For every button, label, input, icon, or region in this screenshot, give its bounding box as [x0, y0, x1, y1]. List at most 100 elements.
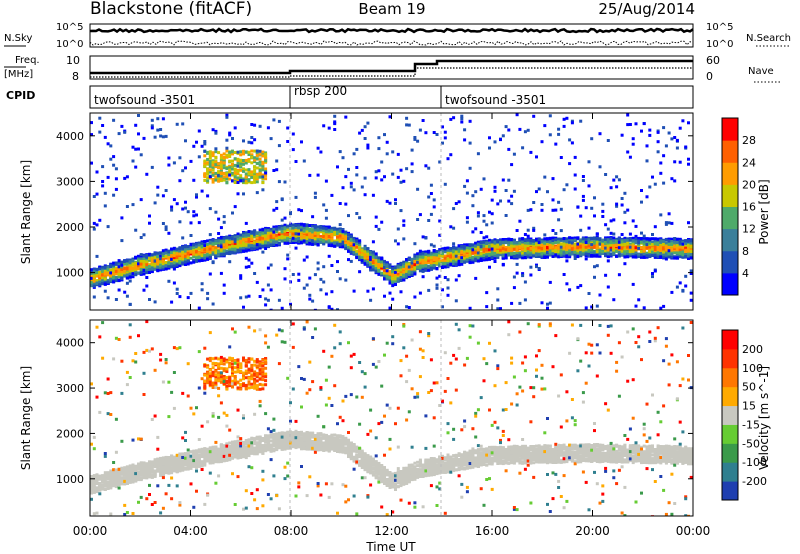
- power-cell-440: [131, 259, 135, 263]
- power-cell-1078: [195, 250, 198, 253]
- power-cell-3811: [432, 253, 436, 257]
- power-cell-69: [95, 274, 99, 278]
- power-cell-502: [137, 132, 140, 136]
- power-cell-3118: [363, 137, 367, 140]
- power-cell-2551: [308, 229, 312, 233]
- power-cell-2225: [275, 200, 279, 204]
- power-cell-3322: [385, 277, 389, 281]
- power-cell-3120: [363, 176, 367, 180]
- power-cell-1434: [219, 156, 223, 160]
- power-cell-3728: [424, 264, 428, 267]
- power-cell-1473: [222, 155, 226, 159]
- power-cell-4154: [465, 220, 469, 224]
- power-cell-3136: [366, 250, 370, 253]
- power-cell-753: [161, 194, 165, 198]
- power-cell-886: [175, 252, 179, 256]
- power-cell-125: [101, 276, 105, 280]
- power-cell-1337: [214, 242, 218, 246]
- power-cell-2837: [336, 232, 339, 235]
- power-cell-4069: [457, 249, 461, 253]
- power-cell-1478: [222, 171, 226, 175]
- power-cell-3228: [374, 261, 378, 265]
- power-cell-528: [139, 198, 143, 202]
- power-cell-2849: [338, 227, 342, 231]
- power-cell-3252: [377, 256, 381, 260]
- power-cell-2813: [333, 122, 337, 126]
- power-cell-2546: [308, 224, 312, 227]
- power-cell-551: [142, 254, 146, 258]
- power-cell-438: [131, 263, 135, 267]
- power-cell-3821: [432, 198, 436, 202]
- power-cell-2330: [286, 228, 290, 232]
- power-cell-2869: [338, 150, 342, 154]
- power-cell-41: [92, 268, 96, 271]
- power-cell-3008: [352, 243, 356, 247]
- power-cell-1470: [222, 157, 226, 161]
- power-cell-1668: [236, 232, 240, 236]
- power-cell-2989: [352, 241, 356, 245]
- power-cell-3590: [410, 258, 414, 261]
- power-cell-4519: [501, 134, 505, 138]
- power-cell-2166: [269, 288, 273, 292]
- power-cell-2867: [338, 223, 342, 227]
- power-cell-296: [117, 275, 121, 279]
- power-cell-4072: [457, 260, 461, 264]
- power-cell-4207: [471, 257, 475, 261]
- power-cell-689: [156, 269, 160, 272]
- power-cell-3707: [421, 269, 425, 273]
- power-cell-4547: [504, 214, 508, 217]
- power-cell-1690: [236, 181, 240, 184]
- power-cell-1430: [219, 158, 223, 162]
- power-cell-4068: [457, 252, 461, 256]
- power-cell-4325: [482, 219, 486, 223]
- power-cell-2416: [294, 230, 298, 234]
- power-cell-1291: [211, 238, 215, 242]
- power-cell-3816: [432, 256, 436, 260]
- power-cell-2138: [266, 266, 270, 270]
- power-cell-2325: [286, 239, 290, 243]
- power-cell-3050: [358, 244, 362, 248]
- power-cell-3030: [355, 256, 359, 259]
- power-cell-4879: [537, 243, 541, 247]
- power-cell-109: [98, 218, 102, 222]
- power-cell-83: [95, 223, 99, 227]
- beam-title: Beam 19: [358, 0, 425, 18]
- power-cell-1143: [200, 258, 204, 262]
- power-cell-4317: [482, 247, 486, 251]
- power-cell-2945: [347, 239, 350, 243]
- power-cell-3870: [438, 249, 442, 253]
- power-cell-921: [178, 295, 182, 299]
- power-cell-3957: [446, 259, 450, 263]
- power-cell-2588: [311, 239, 315, 243]
- power-cell-4588: [510, 238, 514, 241]
- power-cell-2785: [330, 264, 334, 267]
- power-cell-1551: [228, 159, 232, 163]
- power-cell-138: [101, 124, 105, 127]
- power-cell-1015: [189, 256, 193, 260]
- power-cell-4480: [499, 253, 502, 257]
- power-cell-3121: [363, 193, 367, 197]
- power-cell-2019: [258, 163, 262, 167]
- power-cell-1566: [228, 131, 232, 135]
- power-cell-3426: [394, 202, 397, 205]
- power-cell-513: [139, 268, 143, 272]
- power-cell-165: [103, 191, 107, 195]
- power-cell-3534: [405, 263, 409, 267]
- power-cell-3394: [391, 266, 395, 270]
- freq-left-tick-top: 10: [66, 54, 80, 67]
- power-cell-557: [142, 268, 146, 272]
- power-cell-2475: [300, 228, 303, 232]
- power-cell-3713: [424, 250, 428, 254]
- power-cell-1600: [231, 152, 234, 156]
- power-cell-1650: [233, 240, 237, 244]
- power-cell-2050: [261, 245, 265, 249]
- power-cell-2387: [291, 238, 295, 242]
- power-cell-331: [120, 265, 124, 269]
- power-cell-3133: [366, 260, 370, 264]
- power-cell-3649: [416, 265, 420, 269]
- power-cell-1788: [244, 247, 248, 251]
- power-cell-3678: [418, 128, 422, 132]
- power-cell-3928: [443, 247, 447, 251]
- power-cell-3287: [380, 178, 384, 182]
- power-cell-1505: [225, 251, 229, 255]
